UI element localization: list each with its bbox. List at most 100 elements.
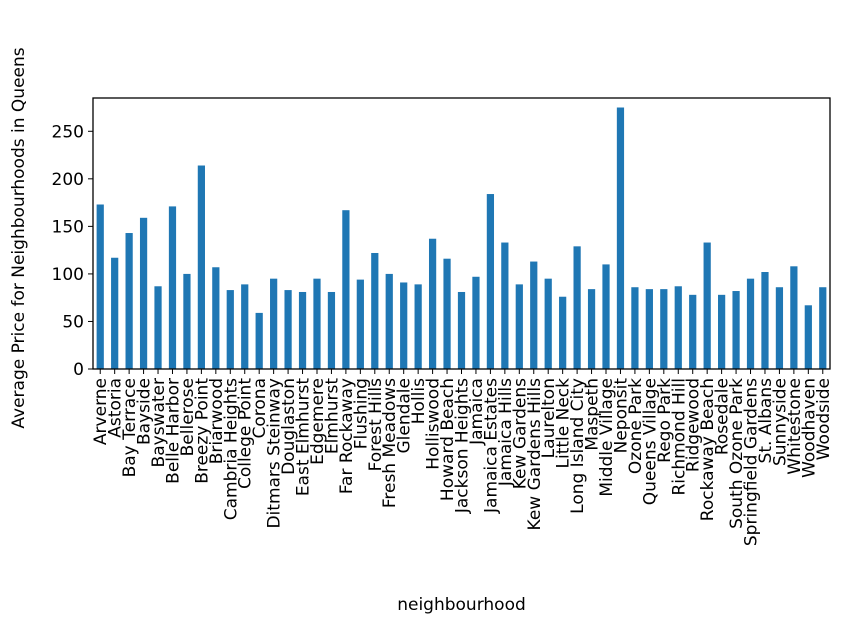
x-tick-label: St. Albans [756, 378, 776, 464]
bar-maspeth [587, 289, 596, 369]
y-tick-label: 50 [62, 312, 84, 332]
bar-woodhaven [804, 305, 812, 369]
bar-flushing [356, 279, 364, 369]
bar-briarwood [212, 267, 220, 369]
x-tick-label: Jackson Heights [453, 378, 473, 514]
y-tick-label: 200 [52, 170, 84, 190]
x-tick-label: South Ozone Park [727, 378, 747, 529]
bar-bellerose [183, 273, 191, 369]
x-tick-label: Howard Beach [438, 378, 458, 501]
x-tick-label: Arverne [91, 378, 111, 445]
x-tick-label: Far Rockaway [337, 378, 357, 494]
x-tick-label: Briarwood [207, 378, 227, 464]
bar-bayside [139, 217, 148, 369]
bar-rockaway-beach [703, 242, 711, 369]
x-tick-label: Elmhurst [322, 378, 342, 454]
bar-east-elmhurst [298, 291, 307, 369]
bar-cambria-heights [226, 290, 234, 369]
x-tick-label: Woodhaven [799, 378, 819, 478]
bar-belle-harbor [168, 206, 177, 369]
x-tick-label: Kew Gardens Hills [525, 378, 545, 531]
x-tick-label: Neponsit [611, 378, 631, 454]
bar-little-neck [559, 296, 567, 369]
bar-college-point [241, 284, 249, 369]
y-tick-label: 250 [52, 122, 84, 142]
bar-kew-gardens [515, 284, 523, 369]
bar-rosedale [718, 294, 726, 369]
bar-douglaston [284, 290, 292, 369]
bar-springfield-gardens [746, 278, 755, 369]
bar-ozone-park [631, 287, 639, 369]
x-tick-label: Bay Terrace [120, 378, 140, 477]
x-tick-label: Fresh Meadows [380, 378, 400, 508]
x-tick-label: Rockaway Beach [698, 378, 718, 521]
x-tick-label: Maspeth [583, 378, 603, 451]
bar-long-island-city [573, 246, 581, 369]
x-tick-label: Rosedale [713, 378, 733, 455]
bar-queens-village [645, 289, 653, 369]
x-tick-label: Long Island City [568, 378, 588, 514]
bar-elmhurst [327, 291, 336, 369]
x-tick-label: Bayside [135, 378, 155, 445]
bar-hollis [414, 284, 422, 369]
x-tick-label: Sunnyside [770, 378, 790, 466]
bar-far-rockaway [342, 210, 350, 369]
bar-neponsit [616, 107, 625, 369]
bars-group [96, 107, 827, 369]
x-tick-label: Jamaica Hills [496, 378, 516, 487]
x-tick-label: Laurelton [539, 378, 559, 458]
x-tick-label: Whitestone [785, 378, 805, 475]
x-tick-label: Woodside [814, 378, 834, 460]
x-axis-label: neighbourhood [397, 595, 526, 615]
x-tick-label: Little Neck [554, 378, 574, 469]
x-tick-label: Richmond Hill [669, 378, 689, 496]
bar-holliswood [428, 238, 437, 369]
bar-whitestone [790, 266, 798, 369]
bar-corona [255, 312, 263, 369]
y-axis: 0 50 100 150 200 250 [52, 122, 93, 380]
x-tick-label: College Point [236, 378, 256, 489]
bar-edgemere [313, 278, 321, 369]
x-tick-label: Astoria [106, 378, 126, 438]
bar-jamaica-hills [501, 242, 509, 369]
x-tick-label: Rego Park [655, 378, 675, 463]
bar-woodside [819, 287, 827, 369]
x-tick-label: Jamaica Estates [481, 378, 501, 514]
bar-bayswater [154, 286, 162, 369]
x-tick-label: Douglaston [279, 378, 299, 475]
bar-astoria [111, 257, 119, 369]
y-tick-label: 100 [52, 265, 84, 285]
bar-forest-hills [371, 252, 379, 369]
bar-howard-beach [443, 258, 451, 369]
x-tick-label: Bayswater [149, 378, 169, 467]
bar-south-ozone-park [732, 291, 740, 369]
bar-glendale [400, 282, 408, 369]
x-tick-label: Kew Gardens [510, 378, 530, 489]
x-tick-label: Jamaica [467, 378, 487, 446]
x-tick-label: Ridgewood [684, 378, 704, 472]
x-tick-label: Belle Harbor [163, 378, 183, 484]
bar-middle-village [602, 264, 610, 369]
x-tick-label: Edgemere [308, 378, 328, 465]
bar-st-albans [761, 272, 769, 369]
y-tick-label: 0 [73, 360, 84, 380]
bar-kew-gardens-hills [530, 261, 538, 369]
x-tick-label: Middle Village [597, 378, 617, 497]
bar-laurelton [544, 278, 552, 369]
bar-arverne [96, 204, 104, 369]
x-tick-label: Cambria Heights [221, 378, 241, 520]
x-tick-label: Breezy Point [192, 378, 212, 484]
x-tick-label: Forest Hills [366, 378, 386, 472]
x-tick-label: Ditmars Steinway [265, 378, 285, 529]
bar-jamaica [472, 276, 480, 369]
x-tick-label: Bellerose [178, 378, 198, 456]
bar-ridgewood [689, 294, 697, 369]
bar-ditmars-steinway [270, 278, 278, 369]
y-tick-label: 150 [52, 217, 84, 237]
bar-rego-park [660, 289, 668, 369]
x-tick-label: Springfield Gardens [742, 378, 762, 546]
bar-breezy-point [197, 165, 205, 369]
x-tick-label: East Elmhurst [294, 378, 314, 497]
